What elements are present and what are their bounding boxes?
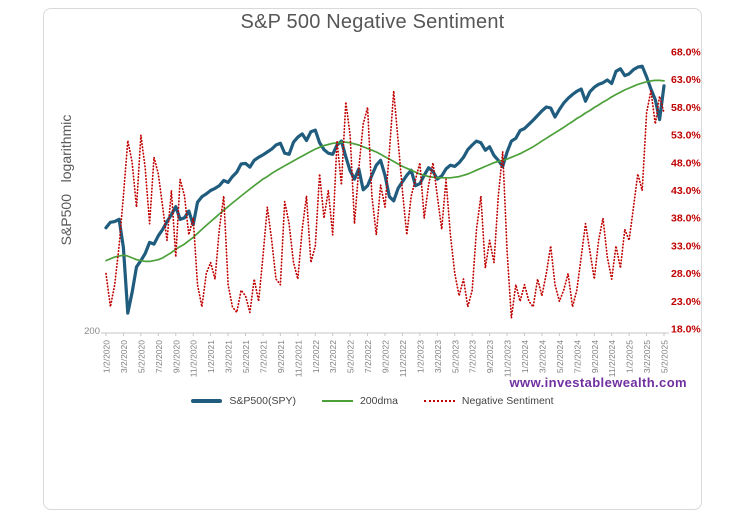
right-axis-label: 58.0% <box>671 102 701 114</box>
x-axis-label: 5/2/2020 <box>136 340 146 373</box>
left-axis-tick-label: 200 <box>84 326 100 337</box>
right-axis-label: 48.0% <box>671 157 701 169</box>
x-axis-label: 5/2/2025 <box>660 340 670 373</box>
legend-item-negative-sentiment: Negative Sentiment <box>423 395 554 407</box>
x-axis-label: 5/2/2024 <box>555 340 565 373</box>
x-axis-label: 11/2/2020 <box>189 340 199 377</box>
x-axis-label: 3/2/2024 <box>537 340 547 373</box>
x-axis-label: 1/2/2020 <box>102 340 112 373</box>
x-axis-label: 3/2/2020 <box>119 340 129 373</box>
x-axis-label: 1/2/2021 <box>206 340 216 373</box>
right-axis-label: 53.0% <box>671 130 701 142</box>
legend-label-200dma: 200dma <box>359 395 398 407</box>
x-axis-label: 1/2/2025 <box>625 340 635 373</box>
x-axis-label: 11/2/2022 <box>398 340 408 377</box>
negative-sentiment-line <box>105 89 665 319</box>
x-axis-label: 9/2/2023 <box>485 340 495 373</box>
right-axis-label: 18.0% <box>671 324 701 336</box>
x-axis-label: 3/2/2021 <box>224 340 234 373</box>
legend-item-spy: S&P500(SPY) <box>191 395 296 407</box>
x-axis-label: 7/2/2022 <box>363 340 373 373</box>
x-axis-label: 7/2/2023 <box>468 340 478 373</box>
legend-item-200dma: 200dma <box>321 395 398 407</box>
x-axis-label: 3/2/2023 <box>433 340 443 373</box>
x-axis-label: 11/2/2021 <box>293 340 303 377</box>
x-axis-label: 7/2/2020 <box>154 340 164 373</box>
watermark-link[interactable]: www.investablewealth.com <box>509 375 687 390</box>
legend: S&P500(SPY) 200dma Negative Sentiment <box>43 392 702 410</box>
right-axis-label: 63.0% <box>671 74 701 86</box>
right-axis-label: 28.0% <box>671 268 701 280</box>
x-axis-label: 1/2/2022 <box>311 340 321 373</box>
x-axis-label: 5/2/2022 <box>346 340 356 373</box>
dma-line-swatch <box>321 400 353 402</box>
legend-label-negative-sentiment: Negative Sentiment <box>461 395 554 407</box>
x-axis-label: 1/2/2024 <box>520 340 530 373</box>
x-axis-label: 3/2/2025 <box>642 340 652 373</box>
x-axis-label: 5/2/2023 <box>450 340 460 373</box>
x-axis-label: 9/2/2024 <box>590 340 600 373</box>
x-axis-label: 11/2/2023 <box>503 340 513 377</box>
spy-line-swatch <box>191 399 223 403</box>
right-axis-label: 23.0% <box>671 296 701 308</box>
right-axis-label: 68.0% <box>671 47 701 59</box>
plot-area: 1/2/2020 3/2/2020 5/2/2020 7/2/2020 9/2/2020… <box>101 47 701 377</box>
x-axis-label: 9/2/2021 <box>276 340 286 373</box>
right-axis-label: 43.0% <box>671 185 701 197</box>
spy-line <box>104 64 666 315</box>
right-axis-label: 33.0% <box>671 240 701 252</box>
legend-label-spy: S&P500(SPY) <box>229 395 296 407</box>
chart-title: S&P 500 Negative Sentiment <box>240 11 505 33</box>
x-axis-label: 5/2/2021 <box>241 340 251 373</box>
x-axis-label: 7/2/2024 <box>572 340 582 373</box>
x-axis-label: 9/2/2020 <box>171 340 181 373</box>
right-axis-label: 38.0% <box>671 213 701 225</box>
x-axis-label: 3/2/2022 <box>328 340 338 373</box>
dma-line <box>105 79 665 263</box>
x-axis-label: 11/2/2024 <box>607 340 617 377</box>
negative-sentiment-line-swatch <box>423 400 455 402</box>
x-axis-label: 9/2/2022 <box>381 340 391 373</box>
x-axis-label: 1/2/2023 <box>415 340 425 373</box>
x-axis-label: 7/2/2021 <box>258 340 268 373</box>
